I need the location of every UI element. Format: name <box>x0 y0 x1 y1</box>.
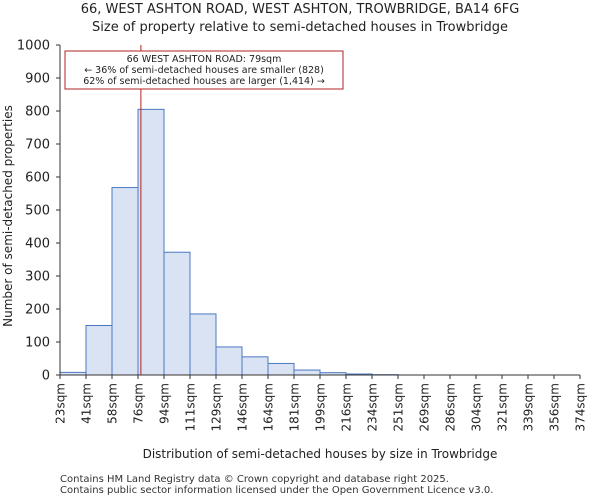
x-tick-label: 356sqm <box>548 383 562 431</box>
x-tick-label: 321sqm <box>496 383 510 431</box>
x-tick-label: 58sqm <box>106 383 120 424</box>
y-tick-label: 0 <box>42 369 50 384</box>
y-tick-label: 1000 <box>17 39 50 54</box>
footer-copyright: Contains HM Land Registry data © Crown c… <box>60 474 449 485</box>
y-tick-label: 500 <box>25 204 50 219</box>
histogram-bar-181sqm <box>293 369 321 376</box>
y-tick-label: 100 <box>25 336 50 351</box>
chart-title: 66, WEST ASHTON ROAD, WEST ASHTON, TROWB… <box>80 2 520 17</box>
x-tick-label: 111sqm <box>184 383 198 431</box>
x-tick-label: 304sqm <box>470 383 484 431</box>
histogram-bar-94sqm <box>163 251 191 376</box>
x-axis-label: Distribution of semi-detached houses by … <box>143 447 498 461</box>
x-tick-label: 199sqm <box>314 383 328 431</box>
x-tick-label: 269sqm <box>418 383 432 431</box>
x-tick-label: 286sqm <box>444 383 458 431</box>
histogram-bar-76sqm <box>137 108 165 376</box>
x-tick-label: 251sqm <box>392 383 406 431</box>
annotation-box <box>64 50 344 90</box>
x-tick-label: 76sqm <box>132 383 146 424</box>
y-tick-label: 900 <box>25 72 50 87</box>
histogram-bar-146sqm <box>241 356 269 376</box>
annotation-line-2: ← 36% of semi-detached houses are smalle… <box>84 65 324 76</box>
histogram-bar-41sqm <box>85 325 113 376</box>
y-axis-label: Number of semi-detached properties <box>1 105 15 327</box>
y-tick-label: 600 <box>25 171 50 186</box>
histogram-bar-58sqm <box>111 187 139 376</box>
x-tick-label: 146sqm <box>236 383 250 431</box>
x-tick-label: 94sqm <box>158 383 172 424</box>
x-tick-label: 234sqm <box>366 383 380 431</box>
y-tick-label: 300 <box>25 270 50 285</box>
y-tick-label: 200 <box>25 303 50 318</box>
footer-licence: Contains public sector information licen… <box>60 485 494 496</box>
annotation-line-3: 62% of semi-detached houses are larger (… <box>83 76 325 87</box>
x-tick-label: 129sqm <box>210 383 224 431</box>
x-tick-label: 339sqm <box>522 383 536 431</box>
histogram-bar-111sqm <box>189 313 217 376</box>
histogram-bar-164sqm <box>267 362 295 376</box>
y-tick-label: 400 <box>25 237 50 252</box>
x-tick-label: 164sqm <box>262 383 276 431</box>
annotation-line-1: 66 WEST ASHTON ROAD: 79sqm <box>127 54 282 65</box>
x-tick-label: 41sqm <box>80 383 94 424</box>
chart-subtitle: Size of property relative to semi-detach… <box>92 20 508 35</box>
x-tick-label: 374sqm <box>574 383 588 431</box>
x-tick-label: 216sqm <box>340 383 354 431</box>
y-tick-label: 700 <box>25 138 50 153</box>
x-tick-label: 181sqm <box>288 383 302 431</box>
y-tick-label: 800 <box>25 105 50 120</box>
histogram-bar-129sqm <box>215 346 243 376</box>
x-tick-label: 23sqm <box>54 383 68 424</box>
